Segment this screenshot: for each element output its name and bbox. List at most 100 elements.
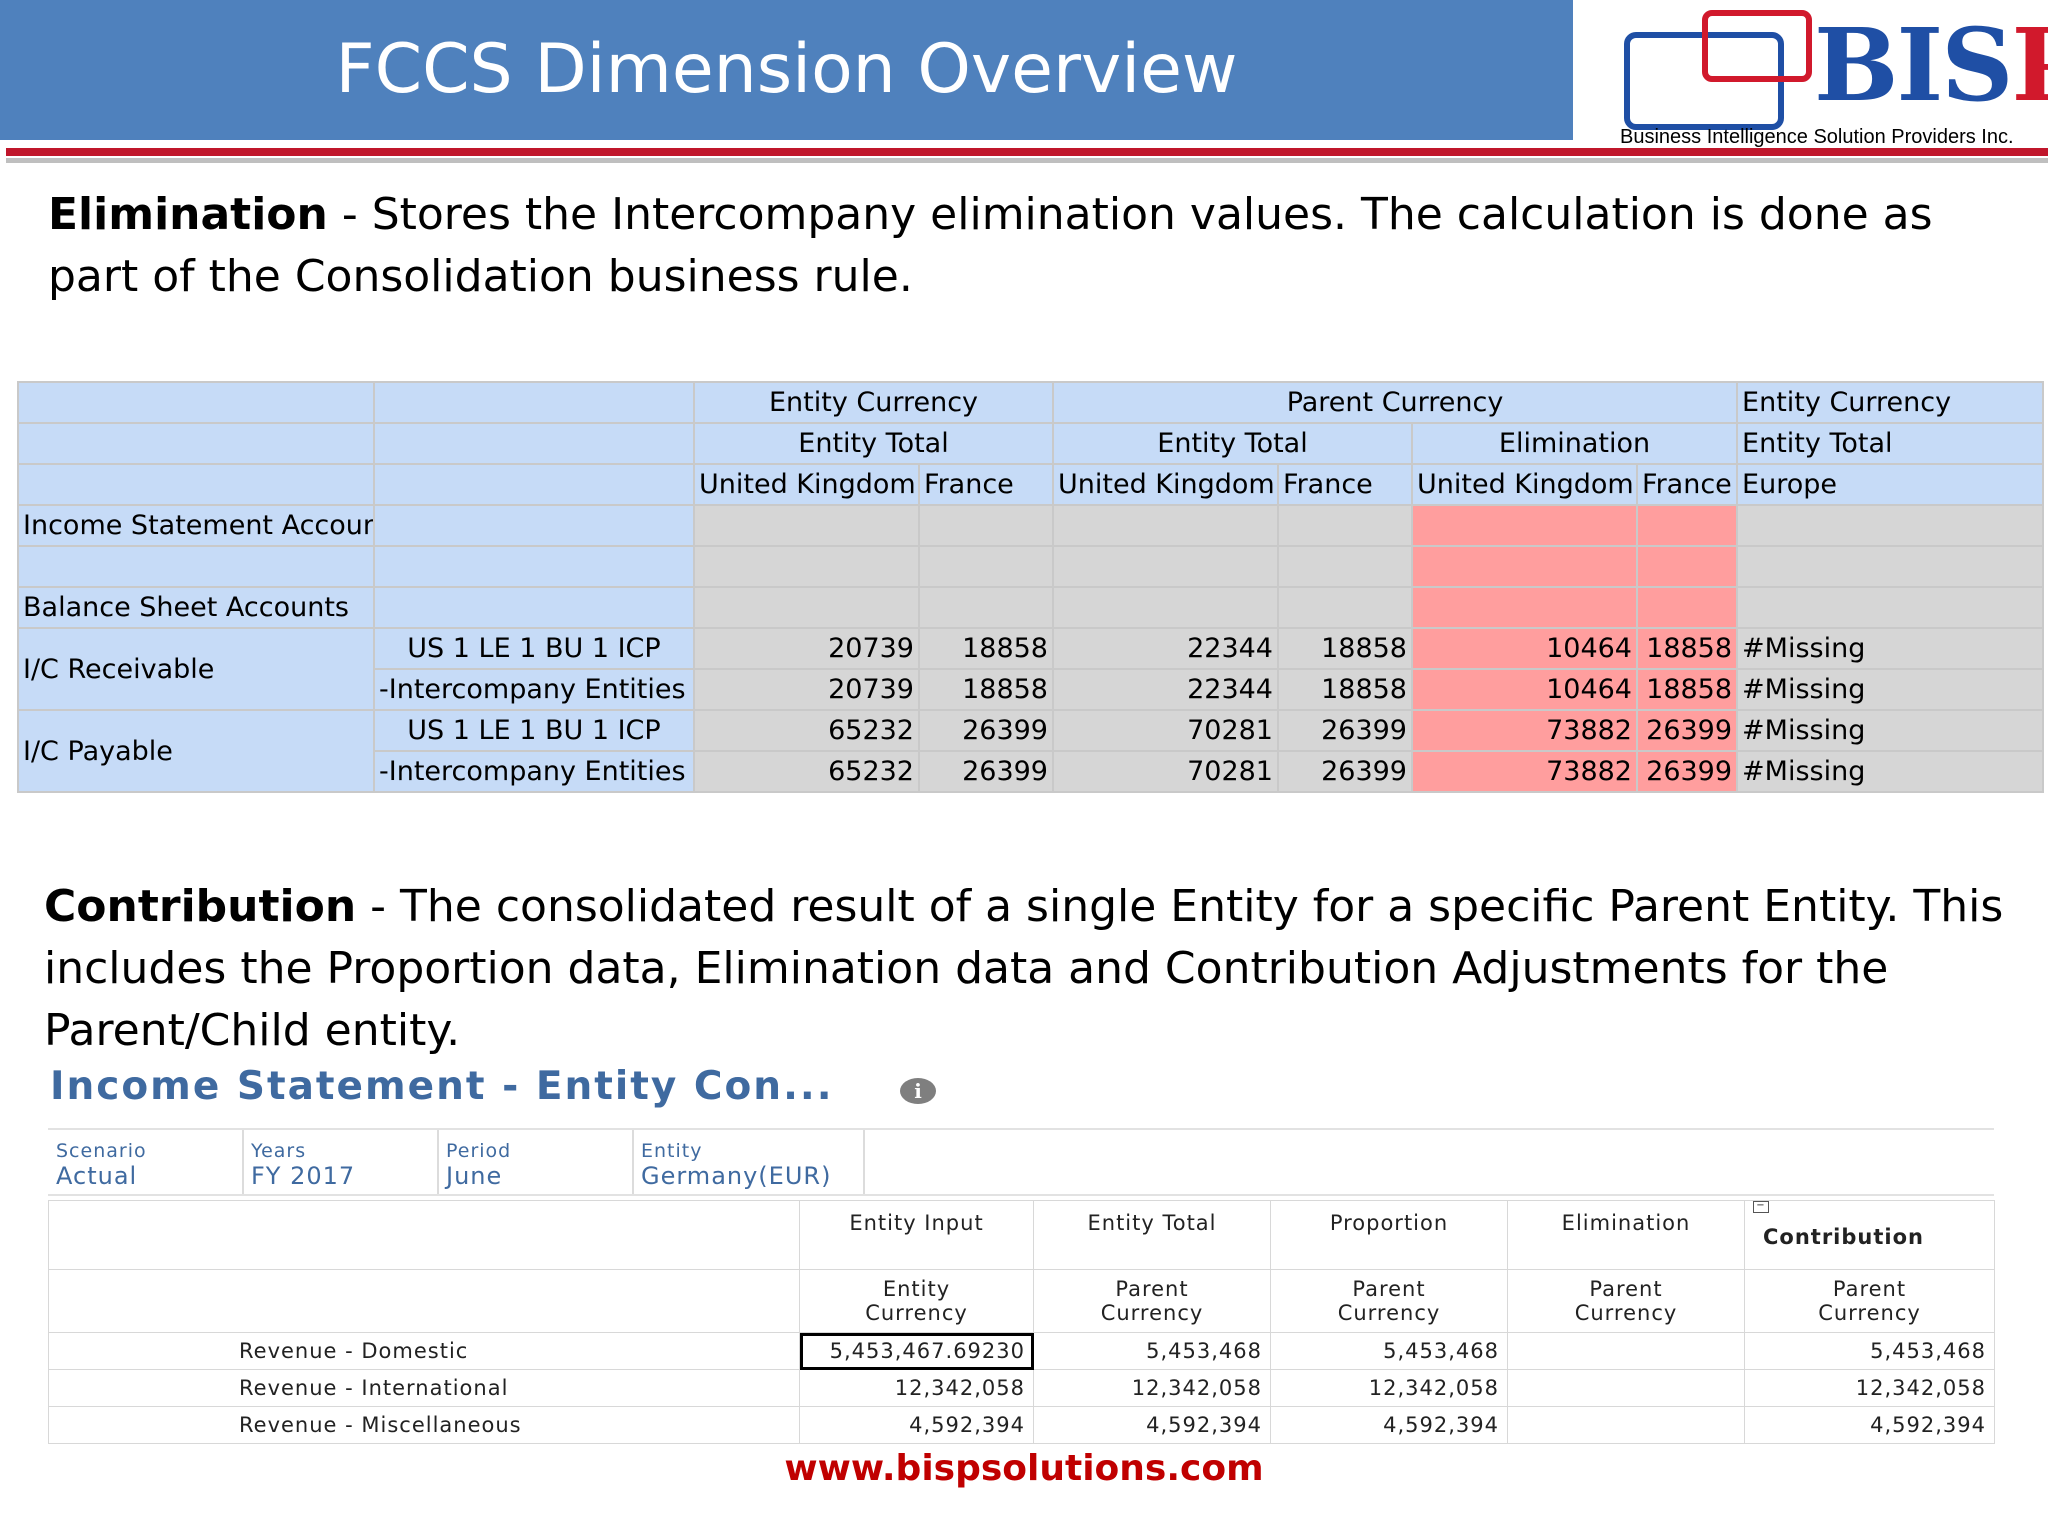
row-header	[373, 586, 695, 629]
data-cell[interactable]: 12,342,058	[1270, 1369, 1508, 1407]
corner-cell	[17, 381, 375, 424]
data-cell: 26399	[1277, 750, 1413, 793]
data-cell: 26399	[1277, 709, 1413, 752]
data-cell: 26399	[918, 709, 1054, 752]
data-cell: 73882	[1411, 709, 1638, 752]
data-cell	[1736, 504, 2045, 547]
pov-bar: Scenario Actual Years FY 2017 Period Jun…	[48, 1128, 1994, 1196]
data-cell[interactable]	[1507, 1332, 1745, 1370]
logo-text-red: P	[2012, 6, 2048, 124]
data-cell[interactable]: 5,453,468	[1744, 1332, 1995, 1370]
data-cell[interactable]: 4,592,394	[799, 1406, 1034, 1444]
data-cell	[1411, 586, 1638, 629]
bisp-logo: BISP Business Intelligence Solution Prov…	[1618, 6, 2048, 148]
info-icon[interactable]: i	[900, 1078, 936, 1104]
row-label: Revenue - Miscellaneous	[48, 1406, 800, 1444]
data-cell[interactable]: 5,453,468	[1270, 1332, 1508, 1370]
header-cell: United Kingdom	[693, 463, 920, 506]
data-cell: 18858	[1277, 627, 1413, 670]
corner-cell	[17, 422, 375, 465]
pov-scenario[interactable]: Scenario Actual	[48, 1130, 244, 1194]
member-cell: US 1 LE 1 BU 1 ICP	[373, 709, 695, 752]
member-cell: US 1 LE 1 BU 1 ICP	[373, 627, 695, 670]
data-cell	[1736, 586, 2045, 629]
subheader-line: Currency	[1574, 1301, 1678, 1325]
data-cell: 18858	[918, 668, 1054, 711]
pov-label: Period	[446, 1140, 512, 1162]
column-header: Proportion	[1270, 1200, 1508, 1270]
slide-title: FCCS Dimension Overview	[335, 30, 1238, 109]
column-subheader: Entity Currency	[799, 1269, 1034, 1333]
contribution-description: Contribution - The consolidated result o…	[44, 876, 2004, 1062]
data-cell	[1736, 545, 2045, 588]
data-cell	[693, 586, 920, 629]
data-cell[interactable]: 4,592,394	[1270, 1406, 1508, 1444]
subheader-line: Currency	[1100, 1301, 1204, 1325]
row-header: Balance Sheet Accounts	[17, 586, 375, 629]
data-cell[interactable]: 4,592,394	[1033, 1406, 1271, 1444]
data-cell: #Missing	[1736, 709, 2045, 752]
data-cell[interactable]: 4,592,394	[1744, 1406, 1995, 1444]
data-cell	[918, 545, 1054, 588]
data-cell[interactable]: 12,342,058	[1033, 1369, 1271, 1407]
header-cell: Parent Currency	[1051, 381, 1739, 424]
elimination-text: - Stores the Intercompany elimination va…	[48, 189, 1933, 302]
pov-label: Years	[251, 1140, 307, 1162]
data-cell: 18858	[918, 627, 1054, 670]
header-divider-gray	[6, 158, 2048, 163]
column-header: Elimination	[1507, 1200, 1745, 1270]
data-cell	[1052, 586, 1279, 629]
data-cell	[918, 504, 1054, 547]
column-header: Entity Input	[799, 1200, 1034, 1270]
subheader-line: Parent	[1589, 1277, 1663, 1301]
data-cell: 18858	[1635, 627, 1739, 670]
subheader-line: Parent	[1832, 1277, 1907, 1301]
data-cell[interactable]: 5,453,468	[1033, 1332, 1271, 1370]
logo-box-red	[1702, 10, 1812, 82]
subheader-line: Parent	[1352, 1277, 1426, 1301]
data-cell[interactable]: 12,342,058	[799, 1369, 1034, 1407]
header-cell: Entity Total	[693, 422, 1054, 465]
row-header	[373, 545, 695, 588]
data-cell	[1635, 545, 1739, 588]
logo-wordmark: BISP	[1814, 10, 2048, 120]
header-cell: Elimination	[1410, 422, 1739, 465]
pov-label: Scenario	[56, 1140, 147, 1162]
row-group-header: I/C Payable	[17, 709, 375, 793]
member-cell: -Intercompany Entities	[373, 668, 695, 711]
corner-cell	[373, 422, 695, 465]
data-cell-selected[interactable]: 5,453,467.69230	[799, 1332, 1034, 1370]
pov-period[interactable]: Period June	[438, 1130, 634, 1194]
data-cell[interactable]: 12,342,058	[1744, 1369, 1995, 1407]
subheader-line: Entity	[882, 1277, 951, 1301]
header-cell: Entity Currency	[693, 381, 1054, 424]
footer-url[interactable]: www.bispsolutions.com	[784, 1448, 1264, 1489]
column-subheader: Parent Currency	[1744, 1269, 1995, 1333]
pov-label: Entity	[641, 1140, 703, 1162]
pov-years[interactable]: Years FY 2017	[243, 1130, 439, 1194]
column-header-label: Contribution	[1763, 1225, 1924, 1249]
member-cell: -Intercompany Entities	[373, 750, 695, 793]
subheader-line: Currency	[865, 1301, 968, 1325]
data-cell	[1411, 504, 1638, 547]
data-cell: 26399	[1635, 750, 1739, 793]
data-cell: 73882	[1411, 750, 1638, 793]
pov-entity[interactable]: Entity Germany(EUR)	[633, 1130, 865, 1194]
elimination-table: Entity Currency Parent Currency Entity C…	[17, 381, 2045, 793]
data-cell	[1277, 586, 1413, 629]
column-subheader: Parent Currency	[1270, 1269, 1508, 1333]
header-band	[0, 0, 1573, 140]
header-cell: Entity Currency	[1736, 381, 2045, 424]
data-cell[interactable]	[1507, 1406, 1745, 1444]
header-cell: Entity Total	[1736, 422, 2045, 465]
corner-cell	[373, 463, 695, 506]
collapse-icon[interactable]: −	[1753, 1201, 1769, 1213]
column-subheader: Parent Currency	[1507, 1269, 1745, 1333]
data-cell	[1052, 504, 1279, 547]
row-header	[373, 504, 695, 547]
data-cell[interactable]	[1507, 1369, 1745, 1407]
column-header-contribution[interactable]: − Contribution	[1744, 1200, 1995, 1270]
table-row: Revenue - Miscellaneous 4,592,394 4,592,…	[48, 1406, 1995, 1444]
row-header: Income Statement Account	[17, 504, 375, 547]
logo-tagline: Business Intelligence Solution Providers…	[1620, 126, 2014, 148]
